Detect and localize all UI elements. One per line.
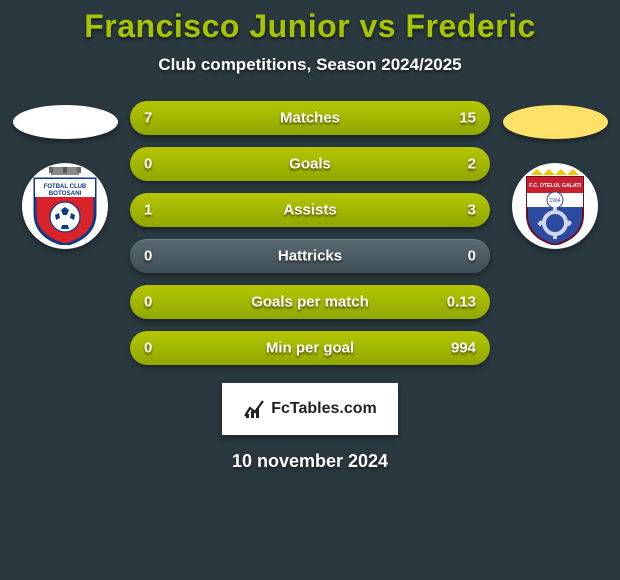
otelul-shield-icon: 1964 F.C. OTELUL GALATI — [519, 167, 591, 245]
stat-value-left: 0 — [144, 156, 152, 173]
botosani-shield-icon: FOTBAL CLUB BOTOSANI — [29, 167, 101, 245]
brand-box[interactable]: FcTables.com — [222, 383, 398, 435]
stat-value-right: 3 — [468, 202, 476, 219]
stat-label: Goals — [289, 156, 331, 173]
stat-bar: 1 3 Assists — [130, 193, 490, 227]
stat-label: Assists — [283, 202, 336, 219]
fctables-logo-icon — [243, 398, 265, 420]
stat-value-left: 0 — [144, 340, 152, 357]
left-side: FOTBAL CLUB BOTOSANI — [10, 101, 120, 249]
comparison-card: Francisco Junior vs Frederic Club compet… — [0, 0, 620, 472]
stat-value-right: 2 — [468, 156, 476, 173]
left-team-logo: FOTBAL CLUB BOTOSANI — [22, 163, 108, 249]
stat-label: Hattricks — [278, 248, 342, 265]
stat-value-left: 1 — [144, 202, 152, 219]
svg-text:BOTOSANI: BOTOSANI — [49, 190, 82, 197]
stat-value-left: 0 — [144, 294, 152, 311]
date-label: 10 november 2024 — [0, 451, 620, 472]
stat-bars: 7 15 Matches 0 2 Goals 1 3 Assists 0 0 Hattricks 0 0.… — [130, 101, 490, 365]
stat-value-right: 994 — [451, 340, 476, 357]
stat-bar: 7 15 Matches — [130, 101, 490, 135]
right-team-logo: 1964 F.C. OTELUL GALATI — [512, 163, 598, 249]
stat-label: Min per goal — [266, 340, 354, 357]
stat-value-right: 15 — [459, 110, 476, 127]
body-row: FOTBAL CLUB BOTOSANI 7 15 Matches 0 2 Goals 1 3… — [0, 101, 620, 365]
stat-label: Goals per match — [251, 294, 369, 311]
brand-text: FcTables.com — [271, 400, 377, 418]
right-side: 1964 F.C. OTELUL GALATI — [500, 101, 610, 249]
right-player-ellipse — [503, 105, 608, 139]
subtitle: Club competitions, Season 2024/2025 — [0, 55, 620, 75]
svg-text:F.C. OTELUL GALATI: F.C. OTELUL GALATI — [529, 183, 581, 189]
svg-text:1964: 1964 — [549, 198, 560, 204]
stat-bar: 0 994 Min per goal — [130, 331, 490, 365]
stat-value-right: 0.13 — [447, 294, 476, 311]
stat-fill-right — [220, 193, 490, 227]
stat-bar: 0 0 Hattricks — [130, 239, 490, 273]
stat-bar: 0 0.13 Goals per match — [130, 285, 490, 319]
page-title: Francisco Junior vs Frederic — [0, 8, 620, 45]
stat-value-left: 7 — [144, 110, 152, 127]
left-player-ellipse — [13, 105, 118, 139]
stat-bar: 0 2 Goals — [130, 147, 490, 181]
stat-label: Matches — [280, 110, 340, 127]
stat-value-left: 0 — [144, 248, 152, 265]
stat-value-right: 0 — [468, 248, 476, 265]
